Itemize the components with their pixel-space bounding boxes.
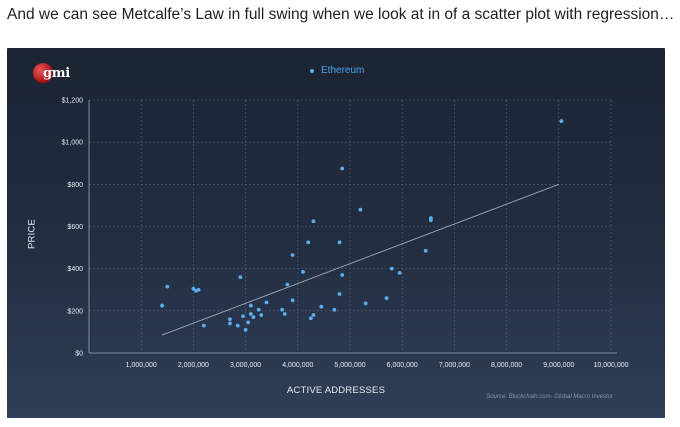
- data-point: [384, 296, 389, 301]
- data-point: [332, 307, 337, 312]
- x-tick-label: 1,000,000: [126, 362, 157, 369]
- data-point: [358, 207, 363, 212]
- x-tick-label: 6,000,000: [387, 362, 418, 369]
- regression-line: [161, 183, 559, 336]
- x-tick-label: 2,000,000: [178, 362, 209, 369]
- x-tick-label: 10,000,000: [593, 362, 628, 369]
- data-point: [228, 321, 232, 326]
- x-tick-label: 9,000,000: [543, 362, 574, 369]
- data-point: [241, 314, 245, 319]
- legend-marker-icon: [310, 68, 314, 73]
- legend-label: Ethereum: [321, 65, 365, 76]
- y-tick-label: $400: [67, 266, 83, 273]
- chart-panel: gmi Ethereum $0 $200 $400 $600 $800 $1,000 $1,…: [7, 48, 665, 418]
- data-point: [319, 304, 324, 309]
- data-point: [429, 216, 433, 220]
- data-point: [363, 301, 368, 306]
- data-point: [201, 323, 206, 328]
- data-point: [285, 282, 290, 287]
- data-point: [337, 240, 342, 245]
- data-point: [248, 303, 253, 308]
- data-point: [165, 284, 170, 289]
- data-point: [264, 300, 269, 305]
- data-point: [290, 253, 295, 257]
- data-point: [311, 219, 316, 224]
- data-point: [301, 269, 305, 274]
- data-point: [238, 275, 243, 279]
- y-axis-label: PRICE: [26, 218, 38, 250]
- source-note: Source: Blockchain.com- Global Macro Inv…: [486, 394, 613, 400]
- data-point: [256, 307, 261, 312]
- data-point: [311, 313, 316, 317]
- x-tick-label: 7,000,000: [439, 362, 470, 369]
- data-point: [251, 315, 256, 320]
- data-point: [559, 119, 564, 123]
- data-point: [340, 166, 345, 171]
- caption-text: And we can see Metcalfe’s Law in full sw…: [7, 6, 675, 23]
- scatter-plot: $0 $200 $400 $600 $800 $1,000 $1,200 1,000,000 2…: [62, 98, 629, 370]
- data-point: [337, 292, 342, 296]
- y-tick-label: $1,200: [62, 98, 84, 105]
- data-point: [160, 303, 164, 308]
- data-point: [259, 313, 264, 317]
- data-point: [228, 317, 232, 322]
- data-point: [389, 266, 394, 271]
- x-tick-label: 5,000,000: [334, 362, 365, 369]
- data-point: [306, 240, 311, 245]
- data-point: [248, 312, 253, 316]
- x-tick-label: 8,000,000: [491, 362, 522, 369]
- y-tick-label: $1,000: [62, 140, 84, 147]
- x-tick-label: 4,000,000: [282, 362, 313, 369]
- y-tick-label: $600: [67, 224, 83, 231]
- data-point: [423, 248, 428, 253]
- data-point: [191, 286, 196, 291]
- data-point: [280, 307, 285, 312]
- data-point: [340, 273, 345, 277]
- y-tick-label: $0: [75, 351, 83, 358]
- chart-legend: Ethereum: [310, 65, 364, 76]
- logo-ball-icon: [33, 63, 53, 83]
- data-point: [194, 288, 198, 293]
- y-tick-label: $200: [67, 308, 83, 315]
- data-point: [235, 323, 240, 328]
- data-point: [282, 312, 287, 316]
- data-point: [246, 320, 251, 325]
- gmi-logo: gmi: [33, 63, 70, 85]
- x-tick-label: 3,000,000: [230, 362, 261, 369]
- y-tick-label: $800: [67, 182, 83, 189]
- x-axis-label: ACTIVE ADDRESSES: [286, 385, 386, 396]
- data-point: [290, 298, 295, 303]
- data-point: [243, 327, 248, 332]
- data-point: [308, 316, 313, 321]
- logo-text: gmi: [43, 66, 70, 81]
- data-point: [397, 270, 402, 275]
